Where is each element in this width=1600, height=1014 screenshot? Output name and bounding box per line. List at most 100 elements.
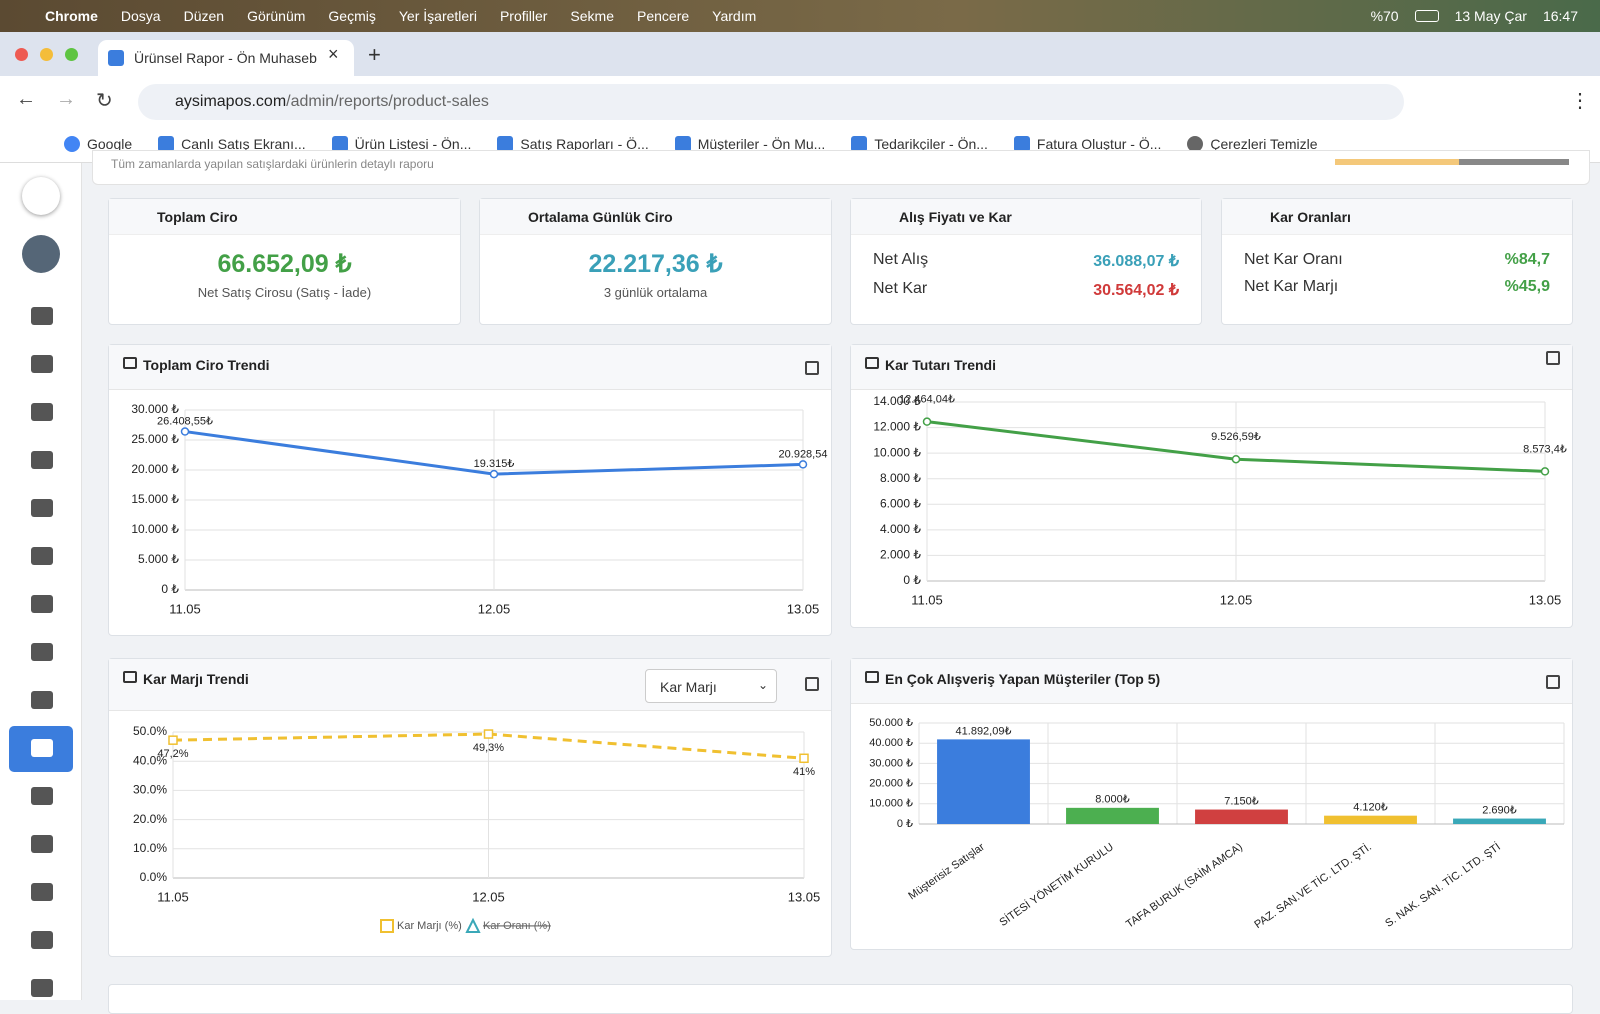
new-tab[interactable]: + — [368, 42, 381, 67]
logo[interactable] — [22, 177, 60, 215]
y-tick-label: 2.000 ₺ — [880, 548, 921, 562]
x-tick-label: 13.05 — [788, 889, 821, 904]
menu-item[interactable]: Yardım — [712, 8, 757, 24]
bookmark-label: Google — [87, 135, 133, 152]
menu-item[interactable]: Düzen — [183, 8, 225, 24]
menu-item[interactable]: Dosya — [120, 8, 161, 24]
bookmark[interactable]: Müşteriler - Ön Mu... — [674, 135, 826, 152]
expand-button[interactable] — [1546, 675, 1560, 689]
page-header: Tüm zamanlarda yapılan satışlardaki ürün… — [92, 150, 1590, 185]
bookmark[interactable]: Fatura Oluştur - Ö... — [1013, 135, 1162, 152]
legend-label: Kar Marjı (%) — [397, 920, 462, 932]
expand-button[interactable] — [1546, 351, 1560, 365]
bookmark[interactable]: Satış Raporları - Ö... — [497, 135, 649, 152]
y-tick-label: 0.0% — [140, 870, 168, 884]
nav-icon[interactable] — [31, 643, 53, 661]
bar — [1324, 815, 1417, 824]
nav-icon[interactable] — [31, 355, 53, 373]
bookmark[interactable]: Ürün Listesi - Ön... — [331, 135, 471, 152]
chart-panel: Kar Marjı Trendi 0.0% 10.0% 20.0% 30.0% 40.0… — [108, 658, 832, 957]
tab-close[interactable]: × — [328, 44, 339, 64]
back-button[interactable]: ← — [16, 88, 36, 110]
row-value: 36.088,07 ₺ — [1093, 253, 1179, 270]
row-value: %84,7 — [1504, 251, 1550, 268]
bar — [1066, 807, 1159, 824]
battery[interactable]: %70 — [1370, 8, 1399, 24]
menu-item[interactable]: Görünüm — [247, 8, 306, 24]
menu-item[interactable]: Sekme — [570, 8, 614, 24]
chart: 0 ₺ 5.000 ₺ 10.000 ₺ 15.000 ₺ 20.000 ₺ 25.000… — [131, 402, 828, 616]
card-row: Net Kar Marjı %45,9 — [1222, 278, 1572, 296]
bookmark[interactable]: Çerezleri Temizle — [1187, 135, 1318, 152]
bookmark[interactable]: Canlı Satış Ekranı... — [158, 135, 306, 152]
time[interactable]: 16:47 — [1542, 8, 1578, 24]
y-tick-label: 40.0% — [133, 753, 167, 767]
margin-select[interactable]: Kar Marjı ⌄ — [645, 669, 777, 703]
bookmark-label: Canlı Satış Ekranı... — [181, 135, 306, 152]
stat-card: Alış Fiyatı ve Kar Net Alış 36.088,07 ₺ N… — [850, 198, 1202, 325]
address-bar[interactable]: aysimapos.com/admin/reports/product-sale… — [138, 84, 1404, 120]
menu-item[interactable]: Pencere — [637, 8, 690, 24]
menu-item[interactable]: Yer İşaretleri — [398, 8, 477, 24]
x-tick-label: 11.05 — [169, 601, 201, 616]
avatar[interactable] — [22, 235, 60, 273]
nav-icon[interactable] — [31, 787, 53, 805]
zoom-window[interactable] — [65, 48, 78, 61]
chart: 0 ₺ 10.000 ₺ 20.000 ₺ 30.000 ₺ 40.000 ₺ 50.00… — [869, 717, 1565, 931]
header-button[interactable] — [1459, 159, 1569, 165]
menu-item[interactable]: Profiller — [499, 8, 548, 24]
nav-icon[interactable] — [31, 499, 53, 517]
y-tick-label: 50.000 ₺ — [869, 717, 913, 729]
nav-icon[interactable] — [31, 883, 53, 901]
y-tick-label: 30.0% — [133, 783, 167, 797]
y-tick-label: 20.000 ₺ — [869, 778, 913, 790]
browser-tab[interactable]: Ürünsel Rapor - Ön Muhaseb — [98, 40, 354, 76]
bookmark-label: Müşteriler - Ön Mu... — [697, 135, 826, 152]
row-value: 30.564,02 ₺ — [1093, 282, 1179, 299]
header-button[interactable] — [1335, 159, 1459, 165]
nav-icon[interactable] — [31, 307, 53, 325]
bookmark-label: Tedarikçiler - Ön... — [874, 135, 988, 152]
x-tick-label: 12.05 — [478, 601, 511, 616]
y-tick-label: 10.000 ₺ — [873, 445, 921, 459]
bookmark[interactable]: Google — [64, 135, 133, 152]
bookmark[interactable]: Tedarikçiler - Ön... — [851, 135, 988, 152]
nav-icon[interactable] — [31, 931, 53, 949]
legend-swatch — [465, 917, 481, 933]
y-tick-label: 0 ₺ — [897, 818, 913, 830]
value-label: 20.928,54 — [779, 448, 828, 460]
y-tick-label: 50.0% — [133, 724, 167, 738]
browser-menu[interactable]: ⋮ — [1570, 90, 1590, 112]
nav-icon[interactable] — [31, 739, 53, 757]
value-label: 26.408,55₺ — [157, 415, 213, 427]
menu-app[interactable]: Chrome — [45, 8, 98, 24]
y-tick-label: 12.000 ₺ — [873, 420, 921, 434]
reload-button[interactable]: ↻ — [96, 90, 113, 112]
close-window[interactable] — [15, 48, 28, 61]
forward-button[interactable]: → — [56, 88, 76, 110]
nav-icon[interactable] — [31, 403, 53, 421]
bookmark-label: Fatura Oluştur - Ö... — [1036, 135, 1162, 152]
date[interactable]: 13 May Çar — [1454, 8, 1527, 24]
chart-title: Toplam Ciro Trendi — [109, 345, 831, 390]
bar — [937, 739, 1030, 824]
nav-icon[interactable] — [31, 451, 53, 469]
nav-icon[interactable] — [31, 835, 53, 853]
menu-item[interactable]: Geçmiş — [328, 8, 376, 24]
chart-panel: Toplam Ciro Trendi 0 ₺ 5.000 ₺ 10.000 ₺ 15.… — [108, 344, 832, 636]
nav-icon[interactable] — [31, 691, 53, 709]
expand-button[interactable] — [805, 361, 819, 375]
nav-icon[interactable] — [31, 595, 53, 613]
chart: 0 ₺ 2.000 ₺ 4.000 ₺ 6.000 ₺ 8.000 ₺ 10.000 ₺ 1… — [873, 394, 1567, 608]
x-tick-label: PAZ. SAN.VE TİC. LTD. ŞTİ. — [1252, 840, 1374, 931]
nav-icon[interactable] — [31, 979, 53, 997]
x-tick-label: 13.05 — [787, 601, 820, 616]
chart-icon — [123, 357, 137, 369]
nav-icon[interactable] — [31, 547, 53, 565]
minimize-window[interactable] — [40, 48, 53, 61]
value-label: 12.464,04₺ — [899, 394, 955, 406]
expand-button[interactable] — [805, 677, 819, 691]
stat-card: Ortalama Günlük Ciro 22.217,36 ₺ 3 günlü… — [479, 198, 832, 325]
legend-label: Kar Oranı (%) — [483, 920, 551, 932]
row-label: Net Kar Oranı — [1244, 251, 1343, 268]
